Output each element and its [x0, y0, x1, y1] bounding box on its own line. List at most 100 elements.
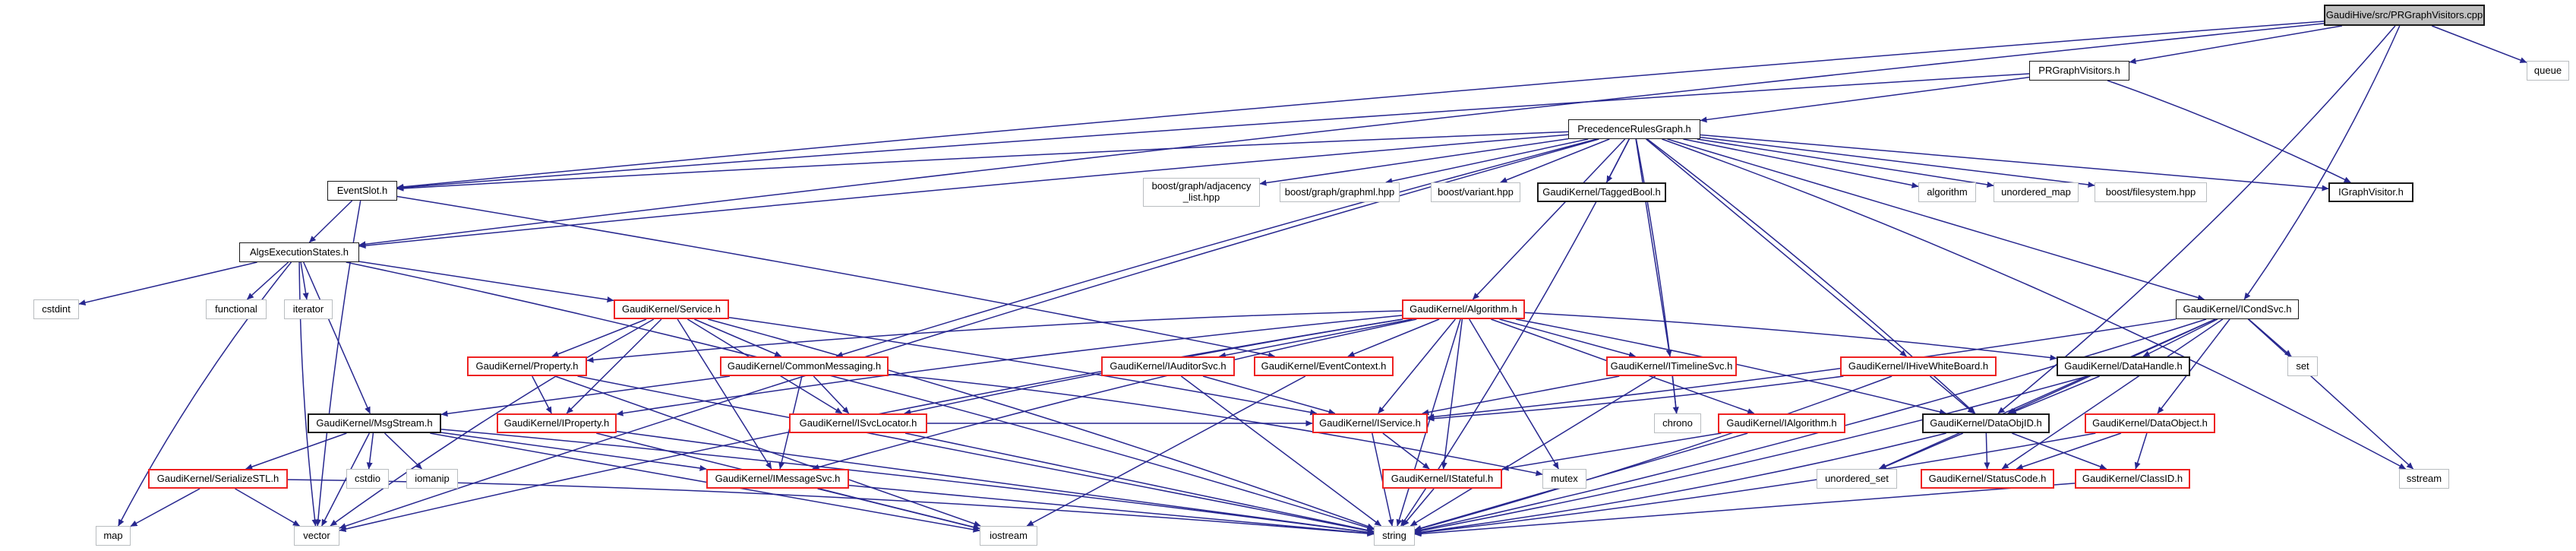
include-edge-prg-icondsvc — [1667, 138, 2205, 301]
graph-node-itimelinesvc[interactable]: GaudiKernel/ITimelineSvc.h — [1606, 356, 1737, 376]
graph-node-sstream[interactable]: sstream — [2399, 469, 2449, 489]
include-edge-algorithmh-property — [586, 310, 1403, 363]
graph-node-iproperty[interactable]: GaudiKernel/IProperty.h — [497, 413, 617, 433]
include-edge-algsexec-iterator — [300, 261, 309, 300]
graph-node-iterator[interactable]: iterator — [284, 299, 333, 319]
graph-node-prg[interactable]: PrecedenceRulesGraph.h — [1568, 119, 1700, 139]
graph-node-property[interactable]: GaudiKernel/Property.h — [467, 356, 587, 376]
graph-node-istateful[interactable]: GaudiKernel/IStateful.h — [1382, 469, 1502, 489]
graph-node-vector[interactable]: vector — [294, 526, 339, 546]
include-edge-service-property — [551, 318, 647, 357]
include-edge-icondsvc-string — [1414, 318, 2207, 534]
include-edge-algorithmh-imessagesvc — [812, 318, 1417, 470]
graph-node-mutex[interactable]: mutex — [1542, 469, 1586, 489]
include-edge-icondsvc-unorderedset — [1878, 318, 2216, 470]
include-edge-service-string — [708, 318, 1375, 530]
graph-node-eventslot[interactable]: EventSlot.h — [327, 181, 397, 201]
graph-node-prgvh[interactable]: PRGraphVisitors.h — [2029, 61, 2129, 81]
graph-node-algsexec[interactable]: AlgsExecutionStates.h — [239, 242, 359, 262]
include-edge-service-iservice — [728, 316, 1318, 416]
graph-node-serializestl[interactable]: GaudiKernel/SerializeSTL.h — [148, 469, 288, 489]
graph-node-queue[interactable]: queue — [2527, 61, 2569, 81]
graph-node-commonmsg[interactable]: GaudiKernel/CommonMessaging.h — [720, 356, 889, 376]
graph-node-iservice[interactable]: GaudiKernel/IService.h — [1312, 413, 1428, 433]
include-edge-prg-igraphvisitor — [1700, 134, 2329, 192]
include-edge-property-iproperty — [532, 375, 552, 414]
graph-node-adjlist[interactable]: boost/graph/adjacency _list.hpp — [1143, 178, 1260, 207]
graph-node-unorderedmap[interactable]: unordered_map — [1994, 182, 2079, 202]
include-edge-msgstream-string — [440, 429, 1375, 536]
graph-node-variant[interactable]: boost/variant.hpp — [1431, 182, 1520, 202]
include-edge-prg-vector — [339, 138, 1599, 529]
graph-node-icondsvc[interactable]: GaudiKernel/ICondSvc.h — [2176, 299, 2299, 319]
graph-node-iostream[interactable]: iostream — [980, 526, 1037, 546]
include-edge-algsexec-service — [358, 261, 614, 303]
graph-node-cstdio[interactable]: cstdio — [346, 469, 389, 489]
include-edge-root-prgvh — [2129, 25, 2343, 65]
include-edge-prg-commonmsg — [835, 138, 1597, 358]
include-edge-service-vector — [330, 318, 655, 527]
include-edge-msgstream-cstdio — [366, 432, 374, 470]
include-edge-root-algsexec — [358, 23, 2325, 248]
include-edge-property-iostream — [554, 375, 981, 527]
graph-node-iauditorsvc[interactable]: GaudiKernel/IAuditorSvc.h — [1101, 356, 1235, 376]
graph-node-set[interactable]: set — [2287, 356, 2318, 376]
include-edge-iauditorsvc-string — [1180, 375, 1382, 527]
include-edge-prgvh-igraphvisitor — [2107, 80, 2351, 183]
include-edge-msgstream-iostream — [430, 432, 980, 533]
include-edge-commonmsg-isvclocator — [813, 375, 850, 414]
include-edge-msgstream-vector — [321, 432, 370, 527]
include-edge-icondsvc-iservice — [1427, 318, 2177, 420]
include-edge-commonmsg-mutex — [888, 373, 1543, 477]
include-edge-prg-variant — [1500, 138, 1610, 183]
include-edge-prg-graphml — [1385, 138, 1589, 185]
include-edge-algorithmh-eventcontext — [1347, 318, 1440, 357]
include-edge-prg-unorderedmap — [1697, 138, 1994, 188]
graph-node-taggedbool[interactable]: GaudiKernel/TaggedBool.h — [1537, 182, 1666, 202]
include-edge-imessagesvc-iostream — [817, 488, 980, 530]
graph-node-algorithm[interactable]: algorithm — [1918, 182, 1976, 202]
graph-node-imessagesvc[interactable]: GaudiKernel/IMessageSvc.h — [706, 469, 849, 489]
graph-node-ialgorithm[interactable]: GaudiKernel/IAlgorithm.h — [1718, 413, 1845, 433]
include-edge-ialgorithm-istateful — [1501, 432, 1722, 471]
graph-node-classid[interactable]: GaudiKernel/ClassID.h — [2075, 469, 2190, 489]
include-edge-algorithmh-iservice — [1378, 318, 1456, 414]
graph-node-root: GaudiHive/src/PRGraphVisitors.cpp — [2324, 5, 2485, 26]
graph-node-cstdint[interactable]: cstdint — [33, 299, 79, 319]
include-edge-dataobject-classid — [2134, 432, 2148, 470]
graph-node-filesystem[interactable]: boost/filesystem.hpp — [2095, 182, 2207, 202]
graph-node-eventcontext[interactable]: GaudiKernel/EventContext.h — [1254, 356, 1394, 376]
include-edge-property-string — [577, 375, 1375, 534]
include-edge-dataobjid-statuscode — [1984, 432, 1990, 470]
graph-node-service[interactable]: GaudiKernel/Service.h — [614, 299, 729, 319]
include-edge-algsexec-functional — [246, 261, 289, 300]
graph-node-dataobjid[interactable]: GaudiKernel/DataObjID.h — [1922, 413, 2050, 433]
include-edge-itimelinesvc-iservice — [1422, 375, 1620, 416]
include-edge-service-iproperty — [566, 318, 662, 414]
graph-node-algorithmh[interactable]: GaudiKernel/Algorithm.h — [1402, 299, 1525, 319]
graph-node-iomanip[interactable]: iomanip — [406, 469, 458, 489]
include-edge-ihivewb-iservice — [1427, 375, 1844, 422]
include-edge-ihivewb-dataobjid — [1929, 375, 1975, 414]
graph-node-unorderedset[interactable]: unordered_set — [1817, 469, 1897, 489]
include-edge-algsexec-cstdint — [78, 261, 257, 306]
graph-node-dataobject[interactable]: GaudiKernel/DataObject.h — [2085, 413, 2215, 433]
include-edge-prg-algsexec — [358, 134, 1569, 249]
graph-node-ihivewb[interactable]: GaudiKernel/IHiveWhiteBoard.h — [1840, 356, 1997, 376]
graph-node-statuscode[interactable]: GaudiKernel/StatusCode.h — [1921, 469, 2054, 489]
include-edge-algorithmh-istateful — [1441, 318, 1463, 470]
graph-node-functional[interactable]: functional — [206, 299, 267, 319]
include-edge-dataobject-string — [1414, 432, 2096, 536]
graph-node-isvclocator[interactable]: GaudiKernel/ISvcLocator.h — [789, 413, 927, 433]
graph-node-datahandle[interactable]: GaudiKernel/DataHandle.h — [2057, 356, 2190, 376]
graph-node-igraphvisitor[interactable]: IGraphVisitor.h — [2328, 182, 2413, 202]
include-edge-datahandle-dataobjid — [2009, 375, 2100, 414]
include-edge-prg-eventslot — [396, 131, 1569, 192]
graph-node-string[interactable]: string — [1374, 526, 1415, 546]
graph-node-chrono[interactable]: chrono — [1654, 413, 1701, 433]
include-edge-istateful-string — [1402, 488, 1435, 527]
graph-node-graphml[interactable]: boost/graph/graphml.hpp — [1280, 182, 1400, 202]
graph-node-map[interactable]: map — [96, 526, 131, 546]
graph-node-msgstream[interactable]: GaudiKernel/MsgStream.h — [308, 413, 441, 433]
